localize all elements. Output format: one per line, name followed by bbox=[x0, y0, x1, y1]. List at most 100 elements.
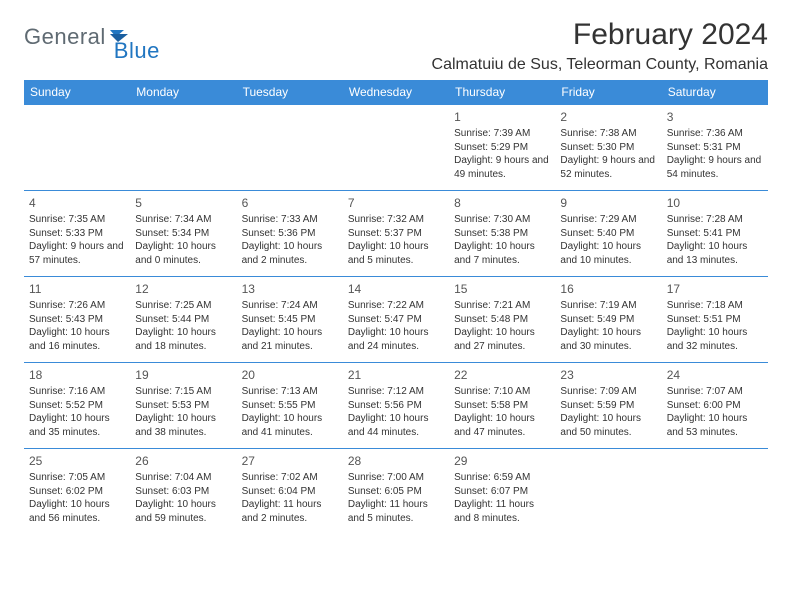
logo-text-general: General bbox=[24, 24, 106, 50]
day-number: 4 bbox=[29, 195, 125, 211]
day-number: 14 bbox=[348, 281, 444, 297]
calendar-empty-cell bbox=[343, 105, 449, 191]
calendar-week-row: 1Sunrise: 7:39 AMSunset: 5:29 PMDaylight… bbox=[24, 105, 768, 191]
calendar-empty-cell bbox=[24, 105, 130, 191]
sunset-line: Sunset: 5:40 PM bbox=[560, 227, 656, 241]
calendar-week-row: 18Sunrise: 7:16 AMSunset: 5:52 PMDayligh… bbox=[24, 363, 768, 449]
sunrise-line: Sunrise: 7:34 AM bbox=[135, 213, 231, 227]
sunset-line: Sunset: 5:59 PM bbox=[560, 399, 656, 413]
calendar-week-row: 25Sunrise: 7:05 AMSunset: 6:02 PMDayligh… bbox=[24, 449, 768, 535]
calendar-day-cell: 15Sunrise: 7:21 AMSunset: 5:48 PMDayligh… bbox=[449, 277, 555, 363]
calendar-page: General Blue February 2024 Calmatuiu de … bbox=[0, 0, 792, 553]
sunset-line: Sunset: 5:41 PM bbox=[667, 227, 763, 241]
sunset-line: Sunset: 5:53 PM bbox=[135, 399, 231, 413]
daylight-line: Daylight: 10 hours and 38 minutes. bbox=[135, 412, 231, 439]
day-number: 25 bbox=[29, 453, 125, 469]
day-header: Thursday bbox=[449, 80, 555, 105]
sunrise-line: Sunrise: 7:02 AM bbox=[242, 471, 338, 485]
day-number: 5 bbox=[135, 195, 231, 211]
sunrise-line: Sunrise: 7:32 AM bbox=[348, 213, 444, 227]
daylight-line: Daylight: 10 hours and 50 minutes. bbox=[560, 412, 656, 439]
calendar-day-cell: 3 Sunrise: 7:36 AMSunset: 5:31 PMDaylight… bbox=[662, 105, 768, 191]
sunset-line: Sunset: 5:56 PM bbox=[348, 399, 444, 413]
sunset-line: Sunset: 6:04 PM bbox=[242, 485, 338, 499]
day-number: 10 bbox=[667, 195, 763, 211]
calendar-empty-cell bbox=[130, 105, 236, 191]
daylight-line: Daylight: 10 hours and 47 minutes. bbox=[454, 412, 550, 439]
sunrise-line: Sunrise: 7:15 AM bbox=[135, 385, 231, 399]
sunset-line: Sunset: 5:52 PM bbox=[29, 399, 125, 413]
daylight-line: Daylight: 10 hours and 0 minutes. bbox=[135, 240, 231, 267]
day-header: Saturday bbox=[662, 80, 768, 105]
daylight-line: Daylight: 10 hours and 7 minutes. bbox=[454, 240, 550, 267]
sunset-line: Sunset: 5:51 PM bbox=[667, 313, 763, 327]
daylight-line: Daylight: 10 hours and 10 minutes. bbox=[560, 240, 656, 267]
sunrise-line: Sunrise: 7:24 AM bbox=[242, 299, 338, 313]
daylight-line: Daylight: 10 hours and 44 minutes. bbox=[348, 412, 444, 439]
calendar-day-cell: 2Sunrise: 7:38 AMSunset: 5:30 PMDaylight… bbox=[555, 105, 661, 191]
sunrise-line: Sunrise: 6:59 AM bbox=[454, 471, 550, 485]
day-number: 12 bbox=[135, 281, 231, 297]
sunset-line: Sunset: 5:44 PM bbox=[135, 313, 231, 327]
sunrise-line: Sunrise: 7:19 AM bbox=[560, 299, 656, 313]
sunrise-line: Sunrise: 7:39 AM bbox=[454, 127, 550, 141]
calendar-day-cell: 25Sunrise: 7:05 AMSunset: 6:02 PMDayligh… bbox=[24, 449, 130, 535]
day-number: 13 bbox=[242, 281, 338, 297]
sunset-line: Sunset: 5:29 PM bbox=[454, 141, 550, 155]
sunset-line: Sunset: 5:30 PM bbox=[560, 141, 656, 155]
sunrise-line: Sunrise: 7:13 AM bbox=[242, 385, 338, 399]
calendar-body: 1Sunrise: 7:39 AMSunset: 5:29 PMDaylight… bbox=[24, 105, 768, 535]
sunrise-line: Sunrise: 7:36 AM bbox=[667, 127, 763, 141]
logo-text-blue: Blue bbox=[114, 38, 160, 64]
daylight-line: Daylight: 10 hours and 5 minutes. bbox=[348, 240, 444, 267]
day-number: 8 bbox=[454, 195, 550, 211]
day-header: Friday bbox=[555, 80, 661, 105]
sunrise-line: Sunrise: 7:00 AM bbox=[348, 471, 444, 485]
day-number: 16 bbox=[560, 281, 656, 297]
daylight-line: Daylight: 10 hours and 32 minutes. bbox=[667, 326, 763, 353]
sunrise-line: Sunrise: 7:26 AM bbox=[29, 299, 125, 313]
sunset-line: Sunset: 5:31 PM bbox=[667, 141, 763, 155]
daylight-line: Daylight: 10 hours and 27 minutes. bbox=[454, 326, 550, 353]
calendar-day-cell: 11Sunrise: 7:26 AMSunset: 5:43 PMDayligh… bbox=[24, 277, 130, 363]
day-number: 9 bbox=[560, 195, 656, 211]
day-number: 29 bbox=[454, 453, 550, 469]
sunset-line: Sunset: 6:07 PM bbox=[454, 485, 550, 499]
calendar-day-cell: 10Sunrise: 7:28 AMSunset: 5:41 PMDayligh… bbox=[662, 191, 768, 277]
sunset-line: Sunset: 6:00 PM bbox=[667, 399, 763, 413]
sunrise-line: Sunrise: 7:21 AM bbox=[454, 299, 550, 313]
day-number: 20 bbox=[242, 367, 338, 383]
title-block: February 2024 Calmatuiu de Sus, Teleorma… bbox=[432, 18, 768, 74]
sunset-line: Sunset: 5:55 PM bbox=[242, 399, 338, 413]
daylight-line: Daylight: 10 hours and 59 minutes. bbox=[135, 498, 231, 525]
day-number: 6 bbox=[242, 195, 338, 211]
daylight-line: Daylight: 9 hours and 54 minutes. bbox=[667, 154, 763, 181]
day-number: 24 bbox=[667, 367, 763, 383]
daylight-line: Daylight: 10 hours and 30 minutes. bbox=[560, 326, 656, 353]
day-number: 17 bbox=[667, 281, 763, 297]
day-header-row: SundayMondayTuesdayWednesdayThursdayFrid… bbox=[24, 80, 768, 105]
header: General Blue February 2024 Calmatuiu de … bbox=[24, 18, 768, 74]
sunrise-line: Sunrise: 7:18 AM bbox=[667, 299, 763, 313]
calendar-day-cell: 27Sunrise: 7:02 AMSunset: 6:04 PMDayligh… bbox=[237, 449, 343, 535]
daylight-line: Daylight: 10 hours and 21 minutes. bbox=[242, 326, 338, 353]
calendar-table: SundayMondayTuesdayWednesdayThursdayFrid… bbox=[24, 80, 768, 535]
sunset-line: Sunset: 5:45 PM bbox=[242, 313, 338, 327]
calendar-day-cell: 17 Sunrise: 7:18 AMSunset: 5:51 PMDayligh… bbox=[662, 277, 768, 363]
calendar-head: SundayMondayTuesdayWednesdayThursdayFrid… bbox=[24, 80, 768, 105]
day-number: 11 bbox=[29, 281, 125, 297]
day-number: 3 bbox=[667, 109, 763, 125]
sunset-line: Sunset: 6:03 PM bbox=[135, 485, 231, 499]
calendar-day-cell: 12Sunrise: 7:25 AMSunset: 5:44 PMDayligh… bbox=[130, 277, 236, 363]
day-number: 15 bbox=[454, 281, 550, 297]
sunrise-line: Sunrise: 7:16 AM bbox=[29, 385, 125, 399]
sunrise-line: Sunrise: 7:28 AM bbox=[667, 213, 763, 227]
calendar-day-cell: 16Sunrise: 7:19 AMSunset: 5:49 PMDayligh… bbox=[555, 277, 661, 363]
daylight-line: Daylight: 10 hours and 2 minutes. bbox=[242, 240, 338, 267]
sunset-line: Sunset: 5:58 PM bbox=[454, 399, 550, 413]
day-number: 19 bbox=[135, 367, 231, 383]
daylight-line: Daylight: 10 hours and 18 minutes. bbox=[135, 326, 231, 353]
calendar-day-cell: 28Sunrise: 7:00 AMSunset: 6:05 PMDayligh… bbox=[343, 449, 449, 535]
day-number: 27 bbox=[242, 453, 338, 469]
sunrise-line: Sunrise: 7:09 AM bbox=[560, 385, 656, 399]
